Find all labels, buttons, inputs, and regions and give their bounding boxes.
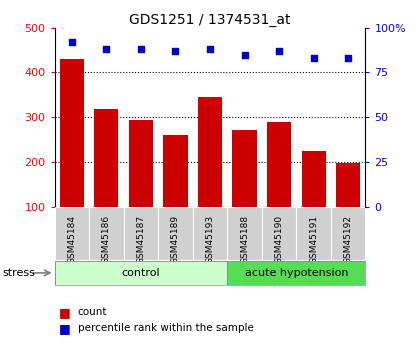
Text: stress: stress bbox=[2, 268, 35, 278]
Point bbox=[138, 46, 144, 52]
Bar bbox=[129, 119, 153, 207]
Text: GSM45187: GSM45187 bbox=[136, 215, 145, 264]
Bar bbox=[94, 109, 118, 207]
Bar bbox=[232, 130, 257, 207]
Point bbox=[68, 39, 75, 45]
Text: GSM45186: GSM45186 bbox=[102, 215, 111, 264]
Point bbox=[207, 46, 213, 52]
Point bbox=[241, 52, 248, 57]
Bar bbox=[336, 163, 360, 207]
Text: control: control bbox=[122, 268, 160, 278]
Bar bbox=[198, 97, 222, 207]
Bar bbox=[227, 207, 262, 260]
Text: GSM45192: GSM45192 bbox=[344, 215, 353, 264]
Text: percentile rank within the sample: percentile rank within the sample bbox=[78, 324, 254, 333]
Text: GSM45184: GSM45184 bbox=[67, 215, 76, 264]
Bar bbox=[193, 207, 227, 260]
Point bbox=[103, 46, 110, 52]
Text: GSM45188: GSM45188 bbox=[240, 215, 249, 264]
Bar bbox=[89, 207, 123, 260]
Point bbox=[345, 55, 352, 61]
Bar bbox=[163, 135, 188, 207]
Bar bbox=[227, 261, 365, 285]
Bar bbox=[331, 207, 365, 260]
Bar bbox=[158, 207, 193, 260]
Text: GSM45191: GSM45191 bbox=[309, 215, 318, 264]
Text: GSM45189: GSM45189 bbox=[171, 215, 180, 264]
Text: ■: ■ bbox=[59, 306, 71, 319]
Bar bbox=[267, 122, 291, 207]
Text: ■: ■ bbox=[59, 322, 71, 335]
Text: count: count bbox=[78, 307, 107, 317]
Title: GDS1251 / 1374531_at: GDS1251 / 1374531_at bbox=[129, 12, 291, 27]
Bar bbox=[297, 207, 331, 260]
Text: acute hypotension: acute hypotension bbox=[244, 268, 348, 278]
Text: GSM45193: GSM45193 bbox=[205, 215, 215, 264]
Bar bbox=[55, 261, 227, 285]
Bar bbox=[123, 207, 158, 260]
Bar bbox=[302, 151, 326, 207]
Bar bbox=[55, 207, 89, 260]
Bar bbox=[60, 59, 84, 207]
Point bbox=[172, 48, 179, 54]
Point bbox=[276, 48, 282, 54]
Bar bbox=[262, 207, 297, 260]
Text: GSM45190: GSM45190 bbox=[275, 215, 284, 264]
Point bbox=[310, 55, 317, 61]
